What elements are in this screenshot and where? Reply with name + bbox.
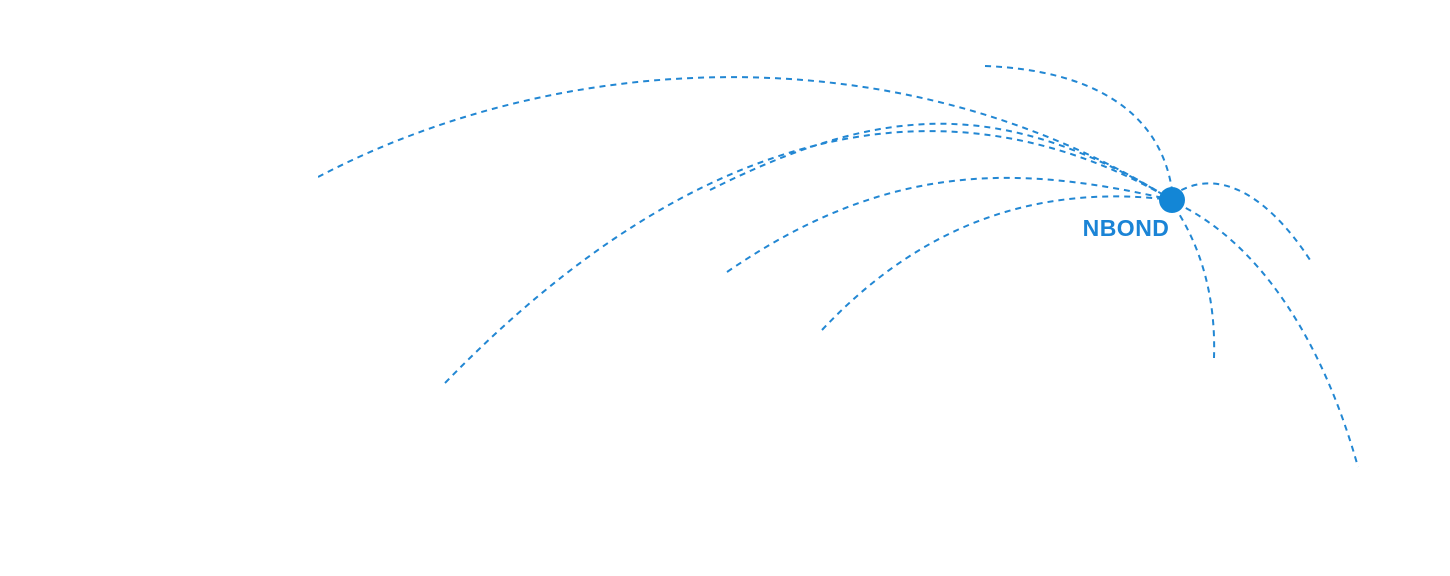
edge-mid-middle bbox=[726, 176, 1173, 273]
graph-content-area: NBOND bbox=[318, 65, 1362, 468]
edges-group bbox=[318, 65, 1359, 468]
edge-lower-left bbox=[444, 130, 1173, 384]
node-nbond-label: NBOND bbox=[1083, 215, 1170, 241]
edge-down bbox=[1173, 205, 1216, 359]
node-nbond[interactable] bbox=[1159, 187, 1185, 213]
edge-bottom-right bbox=[1175, 202, 1359, 468]
edge-mid-upper bbox=[709, 122, 1173, 201]
edge-top bbox=[984, 65, 1173, 191]
edge-left-clipped bbox=[318, 76, 1173, 201]
edge-right-hump bbox=[1171, 182, 1313, 264]
network-graph-canvas: NBOND bbox=[318, 65, 1359, 468]
